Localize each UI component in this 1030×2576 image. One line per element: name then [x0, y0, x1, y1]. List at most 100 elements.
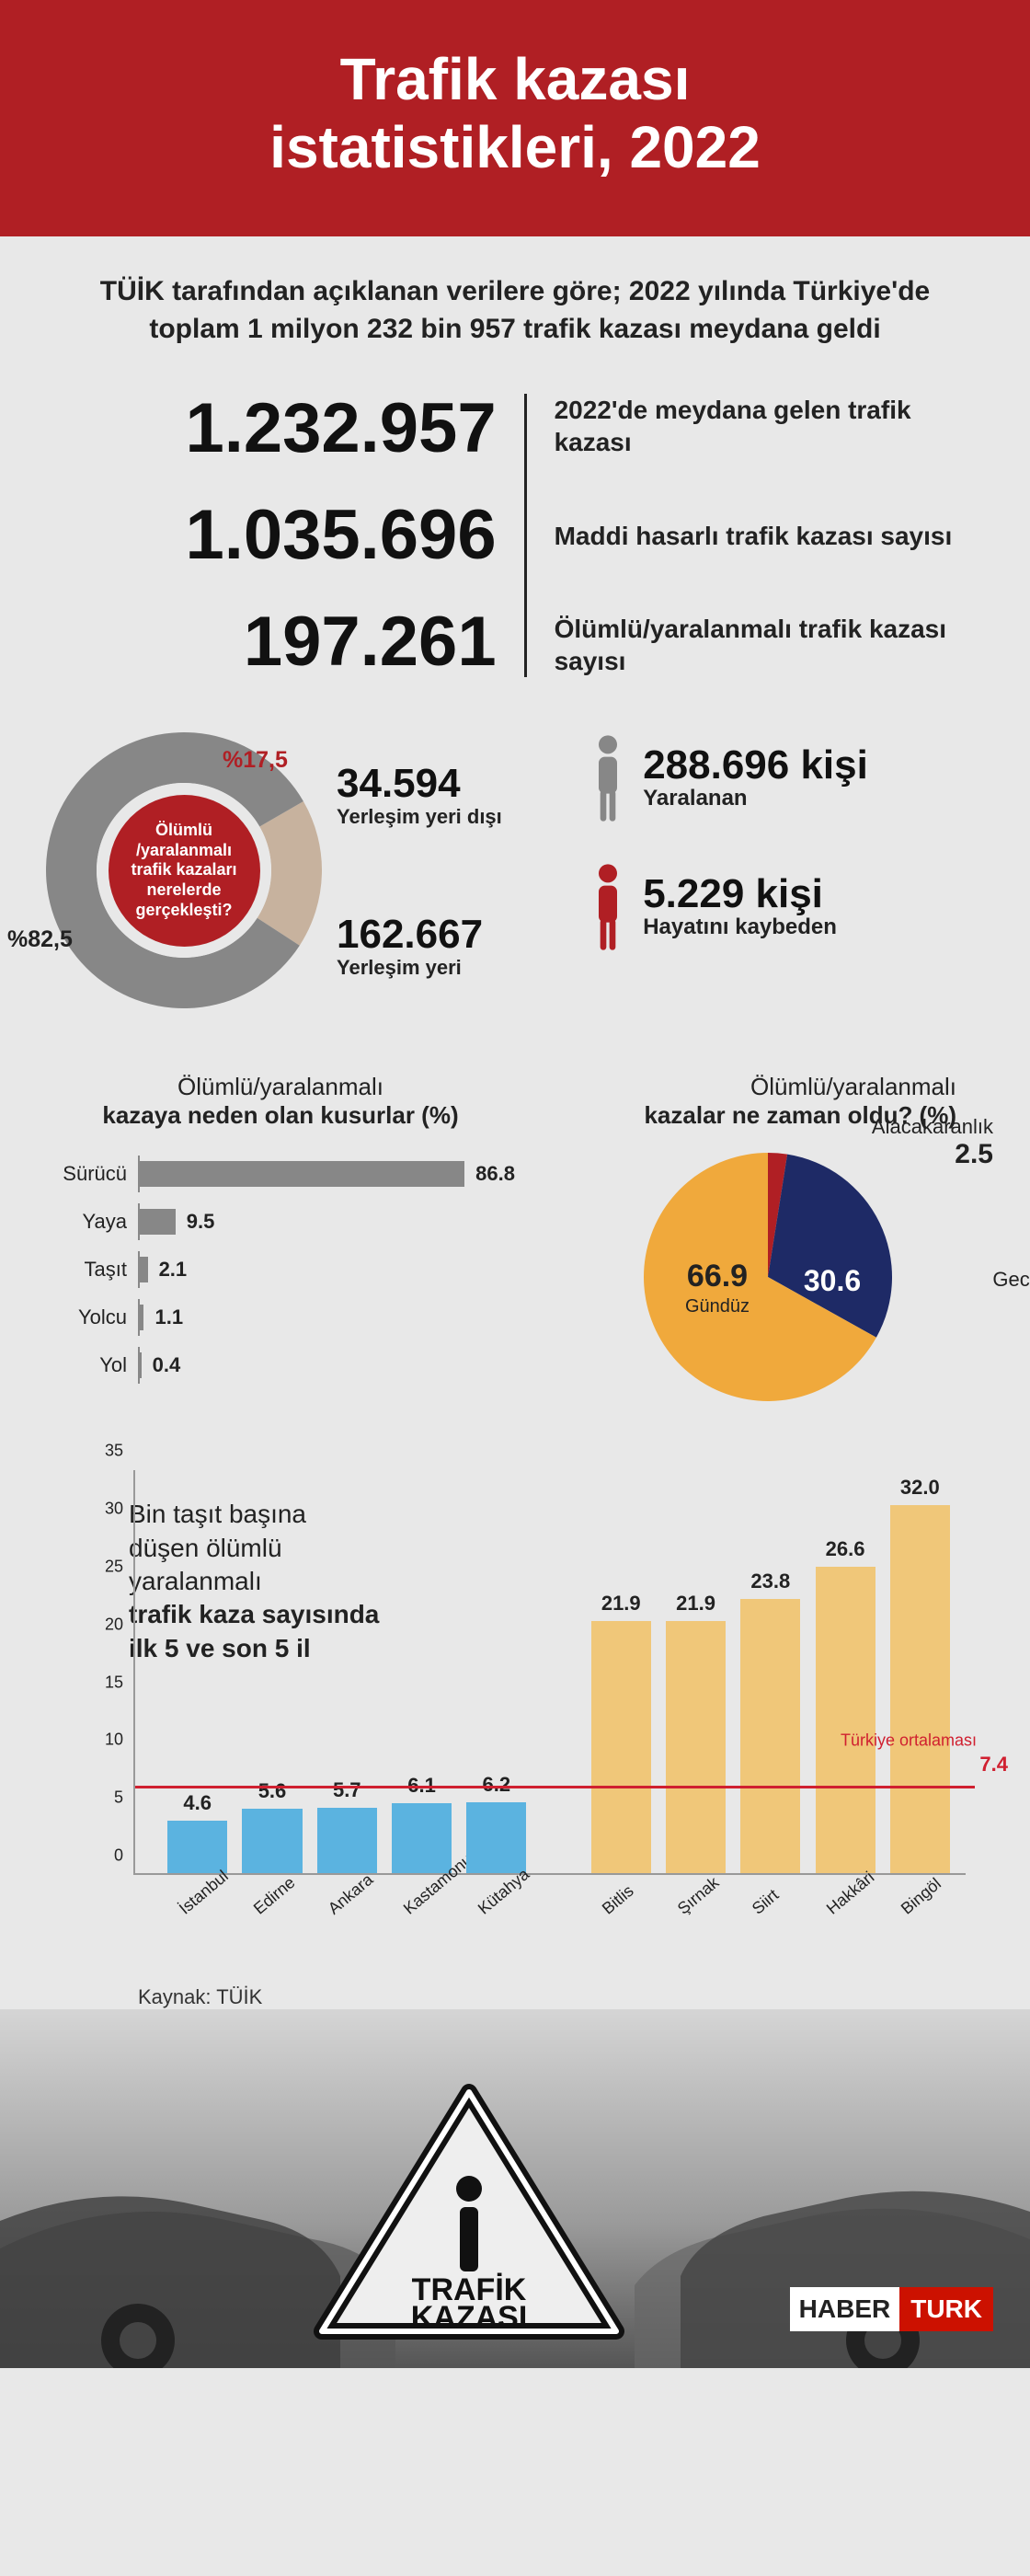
province-bar: 23.8Siirt — [740, 1470, 800, 1873]
infographic-root: Trafik kazası istatistikleri, 2022 TÜİK … — [0, 0, 1030, 2368]
ytick: 0 — [114, 1846, 123, 1866]
svg-text:30.6: 30.6 — [804, 1264, 861, 1297]
stat-injury-label: Ölümlü/yaralanmalı trafik kazası sayısı — [555, 613, 984, 677]
avg-label: Türkiye ortalaması — [841, 1731, 977, 1750]
header-band: Trafik kazası istatistikleri, 2022 — [0, 0, 1030, 236]
donut-inside-label: Yerleşim yeri — [337, 956, 571, 980]
fault-row: Yolcu1.1 — [46, 1299, 515, 1336]
fault-category: Yolcu — [46, 1305, 138, 1329]
faults-title-bold: kazaya neden olan kusurlar (%) — [102, 1101, 458, 1129]
bar-xlabel: Şırnak — [673, 1873, 722, 1919]
provinces-bars: 4.6İstanbul5.6Edirne5.7Ankara6.1Kastamon… — [133, 1470, 966, 1875]
big-stats-numbers: 1.232.957 1.035.696 197.261 — [46, 394, 497, 677]
bar-value: 21.9 — [591, 1592, 651, 1616]
fault-row: Sürücü 86.8 — [46, 1156, 515, 1192]
brand-logo: HABER TURK — [790, 2287, 993, 2331]
bar-value: 21.9 — [666, 1592, 726, 1616]
fault-value: 9.5 — [187, 1210, 215, 1234]
donut-inside-value: 162.667 — [337, 912, 571, 958]
bar-value: 5.7 — [317, 1778, 377, 1802]
svg-text:Gündüz: Gündüz — [685, 1296, 750, 1317]
intro-paragraph: TÜİK tarafından açıklanan verilere göre;… — [46, 273, 984, 394]
title-line-1: Trafik kazası — [340, 46, 691, 112]
ytick: 20 — [105, 1615, 123, 1634]
bar-value: 4.6 — [167, 1791, 227, 1815]
fault-category: Yaya — [46, 1210, 138, 1234]
donut-people-row: Ölümlü /yaralanmalı trafik kazaları nere… — [46, 732, 984, 1008]
time-pie-svg: 66.9Gündüz 30.6 — [639, 1148, 897, 1406]
stat-total-label: 2022'de meydana gelen trafik kazası — [555, 394, 984, 458]
donut-outside-value: 34.594 — [337, 761, 571, 807]
page-title: Trafik kazası istatistikleri, 2022 — [37, 46, 993, 181]
province-bar: 6.2Kütahya — [466, 1470, 526, 1873]
province-bar: 32.0Bingöl — [890, 1470, 950, 1873]
fault-bar — [140, 1257, 148, 1282]
fault-row: Yol0.4 — [46, 1347, 515, 1384]
fault-value: 2.1 — [159, 1258, 188, 1282]
bar-value: 26.6 — [816, 1537, 876, 1561]
time-pie-chart: Ölümlü/yaralanmalı kazalar ne zaman oldu… — [552, 1073, 984, 1406]
avg-value: 7.4 — [979, 1753, 1008, 1777]
content-area: TÜİK tarafından açıklanan verilere göre;… — [0, 236, 1030, 2009]
big-stats-labels: 2022'de meydana gelen trafik kazası Madd… — [524, 394, 984, 677]
fault-value: 0.4 — [153, 1353, 181, 1377]
province-bar: 6.1Kastamonu — [392, 1470, 452, 1873]
warning-sign: TRAFİK KAZASI — [313, 2083, 625, 2359]
source-line: Kaynak: TÜİK — [46, 1976, 984, 2009]
ytick: 15 — [105, 1673, 123, 1692]
provinces-plot: 05101520253035 4.6İstanbul5.6Edirne5.7An… — [92, 1470, 966, 1875]
stat-damage-value: 1.035.696 — [46, 500, 497, 570]
stat-damage-label: Maddi hasarlı trafik kazası sayısı — [555, 520, 984, 552]
people-column: 288.696 kişi Yaralanan 5.229 kişi Hayatı… — [589, 732, 984, 1008]
fault-category: Taşıt — [46, 1258, 138, 1282]
fault-bar — [140, 1209, 176, 1235]
person-icon — [589, 861, 626, 953]
bar-value: 32.0 — [890, 1476, 950, 1500]
faults-rows: Sürücü 86.8 Yaya 9.5 Taşıt 2.1 Yolcu1.1 Yol0.4 — [46, 1156, 515, 1384]
svg-text:66.9: 66.9 — [687, 1259, 748, 1294]
people-dead-row: 5.229 kişi Hayatını kaybeden — [589, 861, 984, 953]
bar-xlabel: İstanbul — [175, 1867, 232, 1919]
faults-time-row: Ölümlü/yaralanmalı kazaya neden olan kus… — [46, 1073, 984, 1406]
province-bar: 4.6İstanbul — [167, 1470, 227, 1873]
bar-value: 23.8 — [740, 1570, 800, 1593]
sign-line-2: KAZASI — [411, 2300, 528, 2335]
province-bar: 21.9Bitlis — [591, 1470, 651, 1873]
footer-band: TRAFİK KAZASI HABER TURK — [0, 2009, 1030, 2368]
ytick: 10 — [105, 1731, 123, 1750]
donut-side-labels: 34.594 Yerleşim yeri dışı 162.667 Yerleş… — [337, 761, 571, 980]
province-bar: 21.9Şırnak — [666, 1470, 726, 1873]
faults-title-reg: Ölümlü/yaralanmalı — [177, 1073, 383, 1100]
donut-pct-inside: %82,5 — [7, 926, 73, 953]
faults-title: Ölümlü/yaralanmalı kazaya neden olan kus… — [46, 1073, 515, 1130]
donut-chart: Ölümlü /yaralanmalı trafik kazaları nere… — [46, 732, 322, 1008]
bar-xlabel: Edirne — [250, 1873, 299, 1919]
provinces-yaxis: 05101520253035 — [92, 1470, 129, 1875]
ytick: 5 — [114, 1788, 123, 1808]
people-injured-label: Yaralanan — [643, 786, 868, 811]
donut-center-label: Ölümlü /yaralanmalı trafik kazaları nere… — [109, 795, 260, 947]
fault-bar — [140, 1352, 142, 1378]
fault-value: 86.8 — [475, 1162, 515, 1186]
source-name: TÜİK — [216, 1985, 262, 2008]
logo-part-2: TURK — [899, 2287, 993, 2331]
province-bar: 5.7Ankara — [317, 1470, 377, 1873]
ytick: 35 — [105, 1442, 123, 1461]
fault-category: Sürücü — [46, 1162, 138, 1186]
fault-row: Taşıt 2.1 — [46, 1251, 515, 1288]
people-injured-row: 288.696 kişi Yaralanan — [589, 732, 984, 824]
donut-column: Ölümlü /yaralanmalı trafik kazaları nere… — [46, 732, 571, 1008]
logo-part-1: HABER — [790, 2287, 900, 2331]
avg-line — [135, 1786, 975, 1788]
bar-xlabel: Bingöl — [898, 1874, 945, 1918]
bar-xlabel: Ankara — [325, 1870, 377, 1919]
ytick: 25 — [105, 1557, 123, 1576]
stat-total-value: 1.232.957 — [46, 394, 497, 464]
donut-outside-label: Yerleşim yeri dışı — [337, 805, 571, 829]
big-stats-block: 1.232.957 1.035.696 197.261 2022'de meyd… — [46, 394, 984, 677]
bar-xlabel: Siirt — [749, 1886, 783, 1919]
ytick: 30 — [105, 1500, 123, 1519]
fault-row: Yaya 9.5 — [46, 1203, 515, 1240]
donut-pct-outside: %17,5 — [223, 747, 288, 774]
time-pie-layout: 66.9Gündüz30.6 Alacakaranlık2.5Gece — [552, 1148, 984, 1406]
